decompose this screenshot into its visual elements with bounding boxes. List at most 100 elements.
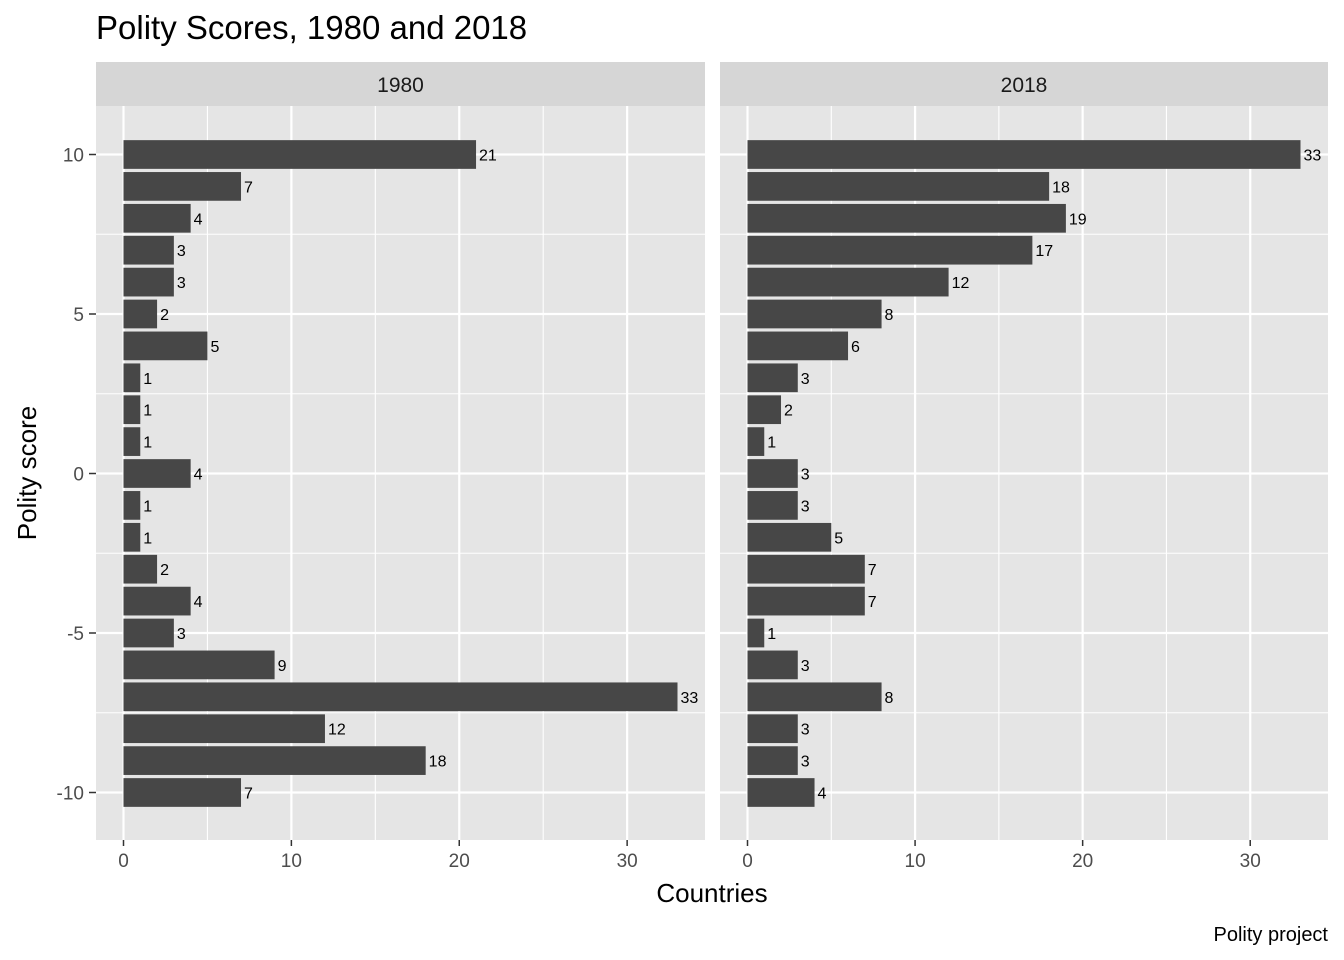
bar-1980-score-5 xyxy=(123,299,158,329)
bar-label: 1 xyxy=(143,530,152,547)
caption: Polity project xyxy=(1214,924,1329,946)
bar-label: 7 xyxy=(868,594,877,611)
bar-2018-score--7 xyxy=(747,682,882,712)
bar-label: 3 xyxy=(177,626,186,643)
bar-label: 3 xyxy=(177,243,186,260)
bar-1980-score-6 xyxy=(123,267,174,297)
bar-1980-score--7 xyxy=(123,682,678,712)
bar-1980-score--4 xyxy=(123,586,191,616)
facet-strip-label: 1980 xyxy=(377,74,424,97)
bar-label: 7 xyxy=(868,562,877,579)
bar-2018-score-8 xyxy=(747,203,1066,233)
x-tick-label: 0 xyxy=(118,851,129,872)
bar-label: 4 xyxy=(194,467,203,484)
bar-2018-score--2 xyxy=(747,522,832,552)
bar-label: 3 xyxy=(801,498,810,515)
bar-2018-score-10 xyxy=(747,140,1301,169)
x-tick-label: 10 xyxy=(905,851,926,872)
y-tick-label: -5 xyxy=(67,624,84,645)
bar-label: 2 xyxy=(784,403,793,420)
bar-label: 6 xyxy=(851,339,860,356)
y-tick-label: 0 xyxy=(73,465,84,486)
bar-label: 8 xyxy=(885,690,894,707)
bar-2018-score--8 xyxy=(747,714,798,744)
bar-label: 3 xyxy=(801,371,810,388)
bar-2018-score--10 xyxy=(747,778,815,807)
bar-2018-score--9 xyxy=(747,746,798,775)
bar-label: 19 xyxy=(1069,211,1087,228)
x-tick-label: 10 xyxy=(281,851,302,872)
facet-strip xyxy=(96,62,705,106)
bar-2018-score--4 xyxy=(747,586,865,616)
bar-2018-score-3 xyxy=(747,363,798,393)
bar-label: 17 xyxy=(1035,243,1053,260)
bar-label: 4 xyxy=(818,786,827,803)
bar-label: 3 xyxy=(801,658,810,675)
bar-1980-score-1 xyxy=(123,427,141,456)
bar-label: 9 xyxy=(278,658,287,675)
x-tick-label: 0 xyxy=(742,851,753,872)
bar-2018-score-4 xyxy=(747,331,849,361)
bar-1980-score--6 xyxy=(123,650,275,680)
bar-label: 18 xyxy=(429,754,447,771)
bar-1980-score--3 xyxy=(123,554,158,584)
bar-label: 5 xyxy=(210,339,219,356)
x-tick-label: 30 xyxy=(617,851,638,872)
bar-2018-score-9 xyxy=(747,172,1050,201)
bar-2018-score-5 xyxy=(747,299,882,329)
bar-1980-score-2 xyxy=(123,395,141,425)
bar-1980-score-3 xyxy=(123,363,141,393)
bar-label: 3 xyxy=(801,754,810,771)
x-axis-title: Countries xyxy=(656,878,767,908)
bar-label: 3 xyxy=(801,467,810,484)
bar-1980-score--10 xyxy=(123,778,242,807)
bar-1980-score-0 xyxy=(123,459,191,488)
bar-1980-score--8 xyxy=(123,714,325,744)
bar-label: 7 xyxy=(244,786,253,803)
bar-label: 4 xyxy=(194,211,203,228)
bar-2018-score-1 xyxy=(747,427,765,456)
bar-label: 12 xyxy=(952,275,970,292)
bar-label: 1 xyxy=(143,435,152,452)
y-tick-label: 10 xyxy=(63,146,84,167)
x-tick-label: 20 xyxy=(449,851,470,872)
bar-label: 2 xyxy=(160,562,169,579)
bar-2018-score-6 xyxy=(747,267,949,297)
bar-2018-score-7 xyxy=(747,235,1033,265)
x-tick-label: 30 xyxy=(1240,851,1261,872)
x-tick-label: 20 xyxy=(1072,851,1093,872)
y-axis-title: Polity score xyxy=(12,406,42,540)
bar-2018-score--3 xyxy=(747,554,865,584)
bar-2018-score--6 xyxy=(747,650,798,680)
bar-1980-score-9 xyxy=(123,172,242,201)
bar-label: 5 xyxy=(834,530,843,547)
bar-label: 33 xyxy=(1304,148,1322,165)
facet-strip xyxy=(720,62,1328,106)
bar-label: 4 xyxy=(194,594,203,611)
bar-label: 1 xyxy=(143,371,152,388)
bar-label: 1 xyxy=(143,498,152,515)
y-tick-label: 5 xyxy=(73,305,84,326)
bar-label: 1 xyxy=(767,626,776,643)
bar-label: 3 xyxy=(177,275,186,292)
bar-1980-score-7 xyxy=(123,235,174,265)
bar-label: 2 xyxy=(160,307,169,324)
bar-1980-score-4 xyxy=(123,331,208,361)
bar-label: 3 xyxy=(801,722,810,739)
facet-strip-label: 2018 xyxy=(1001,74,1048,97)
bar-label: 12 xyxy=(328,722,346,739)
bar-1980-score--2 xyxy=(123,522,141,552)
bar-label: 18 xyxy=(1052,179,1070,196)
bar-2018-score--1 xyxy=(747,491,798,520)
bar-label: 1 xyxy=(767,435,776,452)
bar-2018-score-2 xyxy=(747,395,782,425)
bar-label: 1 xyxy=(143,403,152,420)
bar-label: 21 xyxy=(479,148,497,165)
bar-1980-score-8 xyxy=(123,203,191,233)
bar-1980-score--1 xyxy=(123,491,141,520)
bar-1980-score-10 xyxy=(123,140,477,169)
